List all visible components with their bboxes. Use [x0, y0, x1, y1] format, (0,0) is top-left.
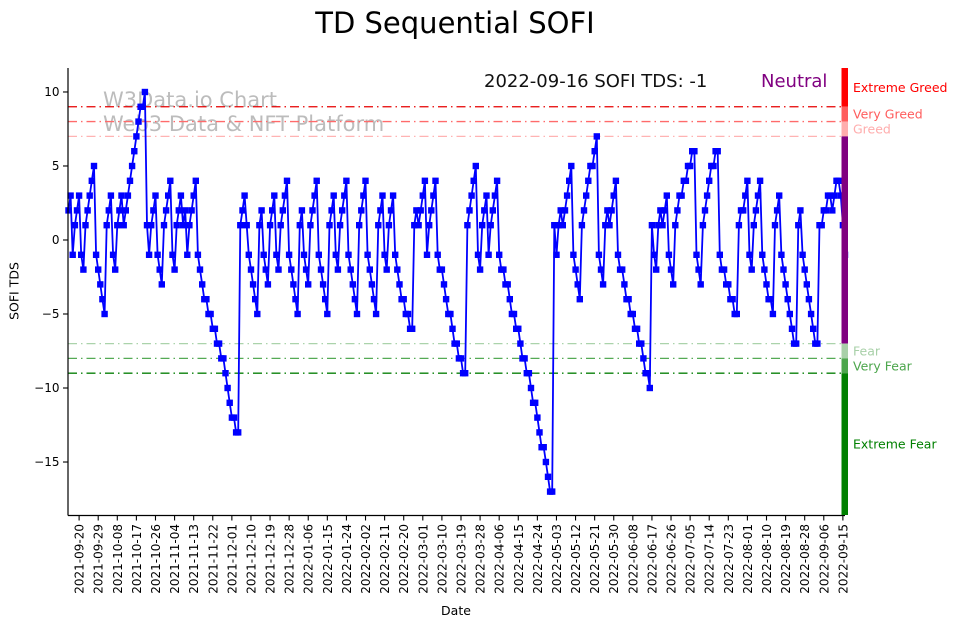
- x-tick-label: 2021-10-08: [111, 524, 125, 594]
- x-tick-label: 2021-12-10: [244, 524, 258, 594]
- x-tick-label: 2021-12-01: [225, 524, 239, 594]
- tds-series-line: [67, 91, 846, 493]
- x-tick-label: 2022-08-19: [779, 524, 793, 594]
- x-tick-label: 2021-10-26: [149, 524, 163, 594]
- sentiment-colorbar-segment: [841, 68, 848, 107]
- y-tick-label: 10: [44, 85, 59, 99]
- y-tick-label: 5: [52, 159, 60, 173]
- x-tick-label: 2021-11-04: [168, 524, 182, 594]
- x-tick-label: 2022-03-28: [474, 524, 488, 594]
- x-tick-label: 2021-10-17: [130, 524, 144, 594]
- y-tick-label: −10: [34, 381, 59, 395]
- y-axis-label: SOFI TDS: [6, 262, 22, 320]
- x-tick-label: 2022-06-08: [626, 524, 640, 594]
- sentiment-band-label: Extreme Greed: [853, 80, 947, 95]
- x-tick-label: 2022-01-06: [302, 524, 316, 594]
- sentiment-colorbar-segment: [841, 343, 848, 359]
- x-tick-label: 2022-06-26: [665, 524, 679, 594]
- sentiment-colorbar-segment: [841, 136, 848, 344]
- x-tick-label: 2022-03-10: [435, 524, 449, 594]
- x-tick-label: 2022-04-06: [493, 524, 507, 594]
- tds-series-markers: [65, 88, 849, 495]
- x-tick-label: 2022-08-28: [798, 524, 812, 594]
- x-tick-label: 2022-08-01: [741, 524, 755, 594]
- watermark-line2: Web3 Data & NFT Platform: [103, 112, 385, 136]
- sentiment-band-label: Greed: [853, 121, 891, 136]
- sentiment-band-label: Extreme Fear: [853, 437, 937, 452]
- x-tick-label: 2022-05-21: [588, 524, 602, 594]
- sentiment-colorbar-segment: [841, 358, 848, 374]
- latest-value-annotation: 2022-09-16 SOFI TDS: -1: [484, 71, 708, 92]
- x-tick-label: 2022-03-01: [416, 524, 430, 594]
- x-axis-label: Date: [441, 603, 471, 618]
- x-tick-label: 2022-01-24: [340, 524, 354, 594]
- x-tick-label: 2022-08-10: [760, 524, 774, 594]
- watermark-line1: W3Data.io Chart: [103, 88, 278, 112]
- x-tick-label: 2022-04-24: [531, 524, 545, 594]
- x-tick-label: 2021-12-19: [264, 524, 278, 594]
- sentiment-band-label: Fear: [853, 344, 881, 359]
- y-tick-label: −15: [34, 455, 59, 469]
- sentiment-colorbar-segment: [841, 373, 848, 515]
- x-tick-label: 2022-07-14: [703, 524, 717, 594]
- x-tick-label: 2021-09-29: [92, 524, 106, 594]
- x-tick-label: 2022-06-17: [645, 524, 659, 594]
- x-tick-label: 2022-04-15: [512, 524, 526, 594]
- x-tick-label: 2022-05-12: [569, 524, 583, 594]
- x-tick-label: 2022-02-02: [359, 524, 373, 594]
- x-tick-label: 2022-03-19: [454, 524, 468, 594]
- sentiment-status-label: Neutral: [761, 71, 828, 92]
- page-title: TD Sequential SOFI: [315, 6, 595, 40]
- y-tick-label: 0: [52, 233, 60, 247]
- sentiment-band-label: Very Greed: [853, 107, 923, 122]
- x-tick-label: 2022-02-20: [397, 524, 411, 594]
- x-tick-label: 2021-12-28: [283, 524, 297, 594]
- x-tick-label: 2022-09-15: [836, 524, 850, 594]
- x-tick-label: 2021-11-13: [187, 524, 201, 594]
- x-tick-label: 2021-11-22: [206, 524, 220, 594]
- y-tick-label: −5: [42, 307, 60, 321]
- sentiment-band-label: Very Fear: [853, 358, 913, 373]
- x-tick-label: 2022-07-05: [684, 524, 698, 594]
- sentiment-colorbar-segment: [841, 106, 848, 122]
- x-tick-label: 2022-07-23: [722, 524, 736, 594]
- x-tick-label: 2022-01-15: [321, 524, 335, 594]
- sentiment-colorbar-segment: [841, 121, 848, 137]
- x-tick-label: 2022-02-11: [378, 524, 392, 594]
- x-tick-label: 2022-09-06: [817, 524, 831, 594]
- x-tick-label: 2022-05-30: [607, 524, 621, 594]
- x-tick-label: 2021-09-20: [73, 524, 87, 594]
- x-tick-label: 2022-05-03: [550, 524, 564, 594]
